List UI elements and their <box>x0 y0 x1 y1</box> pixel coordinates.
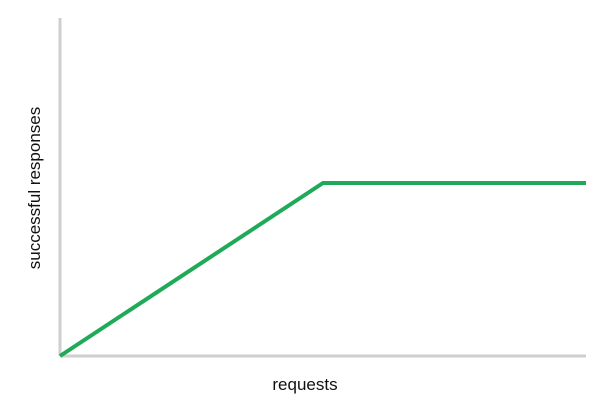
y-axis-label: successful responses <box>25 107 44 270</box>
plot-area <box>58 18 586 358</box>
x-axis-label: requests <box>272 375 337 394</box>
series-line <box>58 181 586 358</box>
